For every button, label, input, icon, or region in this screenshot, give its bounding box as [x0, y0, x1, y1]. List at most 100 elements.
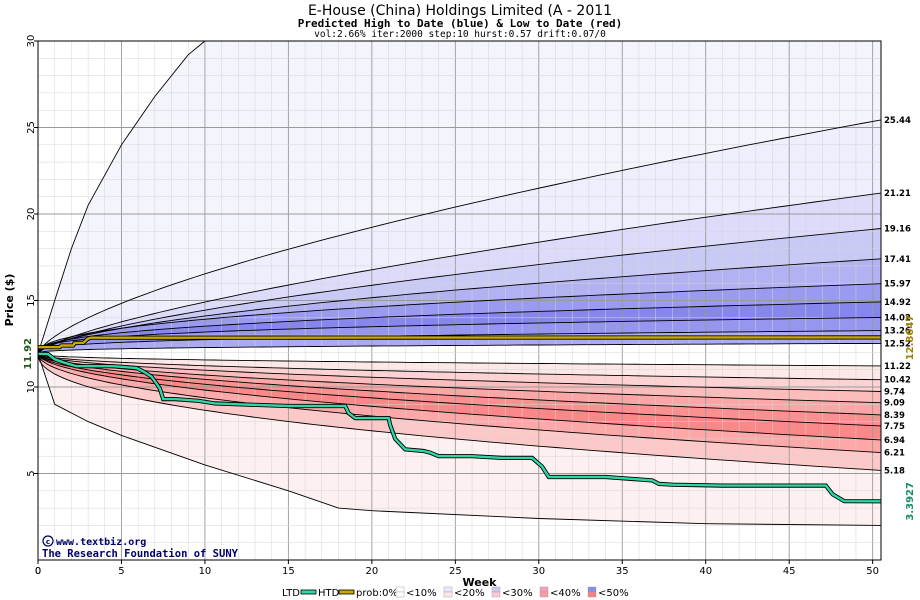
quantile-label-10: 10.42 [884, 376, 911, 386]
quantile-line-0 [37, 119, 882, 354]
legend-item-0: <10% [406, 588, 437, 599]
legend-item-4: <50% [598, 588, 629, 599]
y-tick-label-3: 20 [26, 208, 37, 221]
min-envelope-line [37, 353, 882, 526]
legend-swatch-blue-1 [443, 586, 453, 593]
x-tick-label-9: 45 [783, 566, 796, 577]
y-axis-label: Price ($) [3, 274, 16, 327]
x-origin-label: 0 [35, 566, 41, 577]
band-high-0 [38, 119, 881, 354]
x-tick-label-5: 25 [449, 566, 462, 577]
quantile-line-16 [37, 353, 882, 454]
quantile-label-16: 6.21 [884, 449, 905, 459]
chart-title: E-House (China) Holdings Limited (A - 20… [308, 3, 612, 19]
legend-prob-label: prob:0% [356, 588, 398, 599]
legend-htd-label: HTD [318, 588, 340, 599]
max-envelope-line [37, 40, 206, 354]
band-low-4 [38, 353, 881, 426]
x-tick-label-7: 35 [616, 566, 629, 577]
y-axis: 5 10 15 20 25 30 [26, 35, 38, 477]
chart-params: vol:2.66% iter:2000 step:10 hurst:0.57 d… [314, 29, 606, 40]
legend: LTD HTD prob:0% <10% <20% <30% <40% <50% [282, 586, 629, 599]
legend-ltd-label: LTD [282, 588, 300, 599]
quantile-label-14: 7.75 [884, 422, 905, 432]
copyright-icon [42, 535, 54, 547]
quantile-line-8 [37, 342, 882, 355]
htd-line [38, 336, 882, 349]
start-price-label: 11.92 [23, 338, 34, 370]
quantile-label-1: 21.21 [884, 189, 911, 199]
legend-swatch-red-4 [587, 591, 597, 598]
band-low-5 [38, 353, 881, 440]
band-high-outer [38, 41, 881, 354]
quantile-label-15: 6.94 [884, 436, 905, 446]
quantile-label-5: 14.92 [884, 298, 911, 308]
quantile-line-10 [37, 353, 882, 381]
quantile-label-9: 11.22 [884, 362, 911, 372]
legend-swatch-red-3 [539, 591, 549, 598]
quantile-labels: 25.44 21.21 19.16 17.41 15.97 14.92 14.02 13.26… [884, 116, 911, 476]
quantile-line-4 [37, 283, 882, 354]
band-high-6 [38, 317, 881, 354]
legend-swatch-red-0 [395, 591, 405, 598]
watermark-line1: www.textbiz.org [56, 536, 146, 548]
quantile-label-11: 9.74 [884, 387, 905, 397]
legend-htd-swatch [338, 589, 355, 595]
quantile-label-12: 9.09 [884, 399, 905, 409]
ltd-line [37, 352, 882, 503]
quantile-line-15 [37, 353, 882, 441]
band-high-1 [38, 193, 881, 354]
quantile-label-2: 19.16 [884, 225, 911, 235]
quantile-label-0: 25.44 [884, 116, 911, 126]
x-tick-label-10: 50 [866, 566, 879, 577]
band-low-3 [38, 353, 881, 415]
band-low-2 [38, 353, 881, 403]
legend-item-3: <40% [550, 588, 581, 599]
y-tick-label-1: 10 [26, 381, 37, 394]
legend-swatch-blue-2 [491, 586, 501, 593]
x-axis-label: Week [463, 576, 498, 589]
x-tick-label-6: 30 [532, 566, 545, 577]
chart-subtitle: Predicted High to Date (blue) & Low to D… [298, 17, 623, 30]
quantile-line-1 [37, 192, 882, 355]
quantile-lines [37, 40, 882, 526]
quantile-label-3: 17.41 [884, 255, 911, 265]
legend-swatch-blue-3 [539, 586, 549, 593]
legend-item-1: <20% [454, 588, 485, 599]
x-tick-label-0: 0 [35, 566, 41, 577]
ltd-end-label: 3.3927 [905, 482, 916, 521]
y-tick-label-5: 30 [26, 35, 37, 48]
legend-swatch-red-1 [443, 591, 453, 598]
band-high-5 [38, 301, 881, 354]
quantile-label-7: 13.26 [884, 327, 911, 337]
band-low-0 [38, 353, 881, 380]
copyright-letter: c [46, 538, 50, 546]
y-tick-label-4: 25 [26, 121, 37, 134]
band-high-4 [38, 283, 881, 354]
band-low-7 [38, 353, 881, 471]
y-tick-label-2: 15 [26, 294, 37, 307]
quantile-line-9 [37, 353, 882, 367]
quantile-line-17 [37, 353, 882, 471]
x-axis: 0 5 10 15 20 25 30 35 40 45 500 [35, 560, 879, 577]
x-tick-label-2: 10 [199, 566, 212, 577]
quantile-label-8: 12.52 [884, 339, 911, 349]
x-tick-label-1: 5 [118, 566, 124, 577]
x-tick-label-8: 40 [699, 566, 712, 577]
legend-swatch-blue-4 [587, 586, 597, 593]
band-high-3 [38, 258, 881, 354]
legend-swatch-red-2 [491, 591, 501, 598]
band-high-2 [38, 228, 881, 354]
x-tick-label-4: 20 [365, 566, 378, 577]
htd-end-label: 12.8647 [905, 315, 916, 361]
y-tick-label-0: 5 [26, 470, 37, 476]
grid [38, 40, 881, 560]
legend-swatch-blue-0 [395, 586, 405, 593]
quantile-label-13: 8.39 [884, 411, 905, 421]
quantile-line-2 [37, 228, 882, 355]
quantile-line-11 [37, 353, 882, 392]
quantile-line-5 [37, 301, 882, 354]
quantile-line-3 [37, 258, 882, 354]
